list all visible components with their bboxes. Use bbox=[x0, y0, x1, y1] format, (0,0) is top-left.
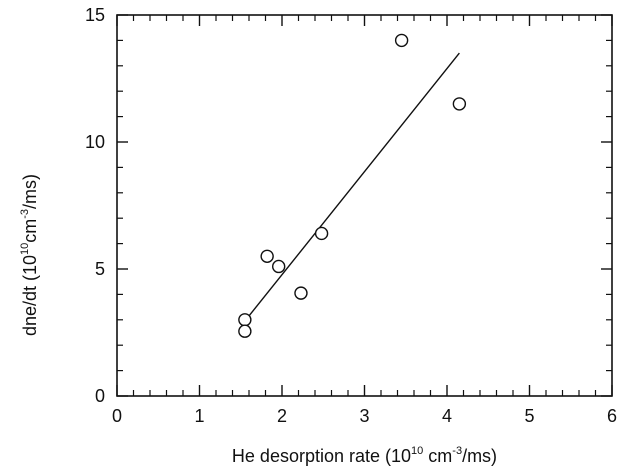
x-tick-label: 1 bbox=[194, 406, 204, 426]
data-point bbox=[452, 97, 467, 111]
y-axis-label-part-2: cm bbox=[20, 219, 40, 243]
y-tick-label: 15 bbox=[85, 5, 105, 25]
x-tick-label: 2 bbox=[277, 406, 287, 426]
data-point bbox=[314, 226, 329, 241]
fit-line bbox=[244, 52, 460, 322]
data-point bbox=[272, 259, 286, 274]
minor-ticks bbox=[117, 15, 612, 396]
y-tick-label: 10 bbox=[85, 132, 105, 152]
data-point bbox=[260, 249, 274, 263]
x-tick-label: 6 bbox=[607, 406, 617, 426]
x-axis-label-part-3: /ms) bbox=[462, 446, 497, 466]
y-axis-label-exponent-2: -3 bbox=[19, 209, 31, 219]
data-point bbox=[238, 324, 252, 338]
data-point bbox=[394, 33, 409, 48]
x-axis-label-part-1: He desorption rate (10 bbox=[232, 446, 411, 466]
x-tick-label: 4 bbox=[442, 406, 452, 426]
x-tick-label: 3 bbox=[359, 406, 369, 426]
x-axis-label: He desorption rate (1010 cm-3/ms) bbox=[232, 445, 497, 466]
x-axis-label-exponent-1: 10 bbox=[411, 445, 423, 457]
x-tick-label: 5 bbox=[524, 406, 534, 426]
y-axis-label-part-3: /ms) bbox=[20, 174, 40, 209]
data-point bbox=[238, 313, 252, 327]
major-ticks bbox=[116, 14, 613, 397]
y-axis-label-part-1: dne/dt (10 bbox=[20, 255, 40, 336]
data-points bbox=[238, 33, 467, 338]
x-tick-label: 0 bbox=[112, 406, 122, 426]
tick-labels: 0 1 2 3 4 5 6 0 5 10 15 bbox=[85, 5, 617, 426]
x-axis-label-part-2: cm bbox=[423, 446, 452, 466]
plot-frame bbox=[116, 14, 613, 397]
y-tick-label: 5 bbox=[95, 259, 105, 279]
y-axis-label: dne/dt (1010cm-3/ms) bbox=[19, 174, 40, 336]
x-axis-label-exponent-2: -3 bbox=[452, 445, 462, 457]
y-tick-label: 0 bbox=[95, 386, 105, 406]
y-axis-label-exponent-1: 10 bbox=[19, 243, 31, 255]
data-point bbox=[294, 286, 308, 300]
